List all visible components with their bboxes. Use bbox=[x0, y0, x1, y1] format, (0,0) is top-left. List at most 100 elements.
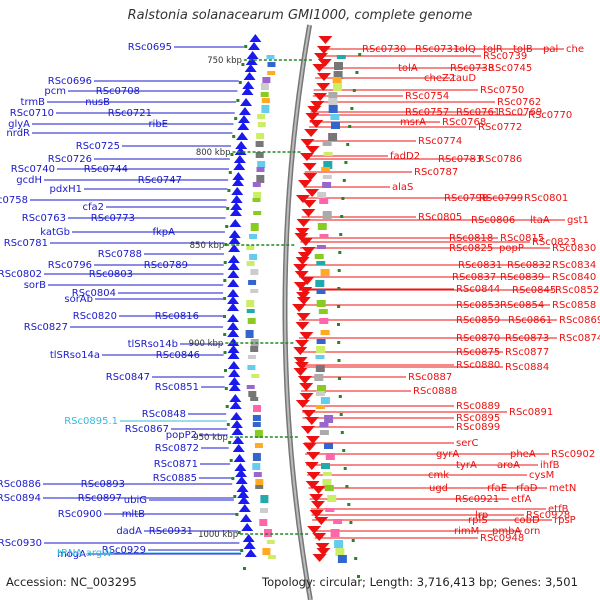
forward-gene-arrow bbox=[299, 153, 314, 161]
forward-gene-arrow bbox=[294, 233, 309, 241]
reverse-dot bbox=[230, 153, 234, 156]
gene-label: RSc0859 bbox=[456, 315, 500, 326]
forward-category-box bbox=[315, 280, 325, 287]
reverse-dot bbox=[225, 225, 229, 228]
reverse-category-box bbox=[250, 346, 259, 352]
gene-label: tolR bbox=[483, 44, 503, 55]
gene-label: RSc0871 bbox=[154, 459, 198, 470]
forward-dot bbox=[350, 107, 354, 110]
label-leader-lines bbox=[30, 46, 565, 555]
reverse-category-box bbox=[250, 397, 259, 401]
forward-gene-arrow bbox=[295, 195, 310, 203]
reverse-gene-arrow bbox=[237, 496, 250, 504]
gene-label: RSc0725 bbox=[76, 141, 120, 152]
reverse-gene-arrow bbox=[227, 279, 240, 287]
gene-label: RSc0873 bbox=[505, 333, 549, 344]
gene-label: msrA bbox=[400, 117, 426, 128]
gene-label: RSc0867 bbox=[125, 424, 169, 435]
reverse-category-box bbox=[250, 223, 259, 231]
reverse-dot bbox=[233, 495, 237, 498]
reverse-dot bbox=[224, 387, 228, 390]
reverse-gene-arrow bbox=[230, 420, 243, 428]
forward-category-box bbox=[316, 289, 326, 294]
forward-category-box bbox=[334, 540, 344, 548]
gene-label: RSc0840 bbox=[552, 272, 596, 283]
forward-gene-arrow bbox=[293, 357, 308, 365]
gene-label: RSc0854 bbox=[500, 300, 544, 311]
forward-category-box bbox=[322, 211, 332, 219]
forward-category-box bbox=[331, 122, 340, 129]
reverse-dot bbox=[228, 171, 232, 174]
reverse-gene-arrow bbox=[241, 87, 254, 95]
reverse-category-box bbox=[247, 318, 256, 324]
reverse-category-box bbox=[246, 245, 255, 250]
reverse-category-box bbox=[249, 234, 257, 239]
reverse-gene-arrow bbox=[229, 208, 242, 216]
gene-label: RSc0825 bbox=[449, 243, 493, 254]
reverse-gene-arrow bbox=[232, 436, 245, 444]
gene-label: RSc0875 bbox=[456, 347, 500, 358]
forward-category-box bbox=[315, 355, 325, 359]
gene-label: pal bbox=[543, 44, 558, 55]
gene-label: RSc0815 bbox=[500, 233, 544, 244]
gene-label: etfA bbox=[511, 494, 532, 505]
gene-label: rpsP bbox=[554, 515, 576, 526]
forward-gene-arrow bbox=[309, 120, 324, 128]
reverse-gene-arrow bbox=[237, 122, 250, 130]
reverse-category-box bbox=[259, 519, 268, 526]
gene-label: ltaA bbox=[530, 215, 550, 226]
gene-label: cmk bbox=[428, 470, 449, 481]
genome-summary-text: Topology: circular; Length: 3,716,413 bp… bbox=[262, 575, 578, 589]
forward-dot bbox=[345, 485, 349, 488]
forward-gene-arrow bbox=[300, 277, 315, 285]
reverse-gene-arrow bbox=[229, 401, 242, 409]
scale-tick-label: 800 kbp bbox=[196, 148, 231, 158]
gene-label: rplS bbox=[468, 515, 488, 526]
forward-category-box bbox=[322, 182, 332, 188]
reverse-category-box bbox=[254, 443, 263, 448]
reverse-gene-arrow bbox=[231, 187, 244, 195]
forward-category-box bbox=[316, 261, 326, 265]
gene-label: pdxH1 bbox=[50, 184, 83, 195]
gene-label: ubiG bbox=[124, 495, 147, 506]
gene-label: RSc0806 bbox=[471, 215, 515, 226]
reverse-gene-arrow bbox=[231, 427, 244, 435]
forward-gene-arrow bbox=[314, 517, 329, 525]
forward-category-box bbox=[319, 234, 329, 238]
forward-gene-arrow bbox=[296, 292, 311, 300]
reverse-gene-arrow bbox=[227, 255, 240, 263]
gene-label: RSc0931 bbox=[149, 526, 193, 537]
forward-gene-arrow bbox=[306, 472, 321, 480]
reverse-dot bbox=[223, 279, 227, 282]
reverse-dot bbox=[224, 369, 227, 372]
forward-gene-arrow bbox=[313, 53, 328, 61]
forward-category-box bbox=[316, 339, 326, 344]
forward-category-box bbox=[328, 98, 338, 105]
gene-label: RSc0831 bbox=[458, 260, 502, 271]
reverse-gene-arrow bbox=[236, 484, 249, 492]
forward-gene-arrow bbox=[298, 180, 313, 188]
forward-gene-arrow bbox=[305, 113, 320, 121]
gene-label: RSc0695 bbox=[128, 42, 172, 53]
gene-label: ihfB bbox=[540, 460, 560, 471]
reverse-gene-arrow bbox=[231, 178, 244, 186]
gene-label: RSc0851 bbox=[155, 382, 199, 393]
gene-label: sorB bbox=[24, 280, 46, 291]
reverse-category-box bbox=[246, 309, 255, 313]
reverse-category-box bbox=[255, 141, 264, 147]
forward-gene-arrow bbox=[302, 200, 317, 208]
forward-gene-arrow bbox=[305, 146, 320, 154]
reverse-category-box bbox=[255, 152, 264, 158]
gene-label: RSc0796 bbox=[48, 260, 92, 271]
forward-gene-arrow bbox=[293, 264, 308, 272]
reverse-gene-arrow bbox=[228, 244, 241, 252]
forward-dot bbox=[339, 413, 343, 416]
reverse-gene-arrow bbox=[228, 230, 241, 238]
gene-label: rfaE bbox=[487, 483, 507, 494]
forward-dot bbox=[357, 575, 360, 578]
forward-category-box bbox=[321, 167, 331, 171]
gene-label: dadA bbox=[116, 526, 142, 537]
forward-dot bbox=[339, 233, 343, 236]
forward-gene-arrow bbox=[297, 376, 312, 384]
forward-gene-arrow bbox=[299, 383, 314, 391]
